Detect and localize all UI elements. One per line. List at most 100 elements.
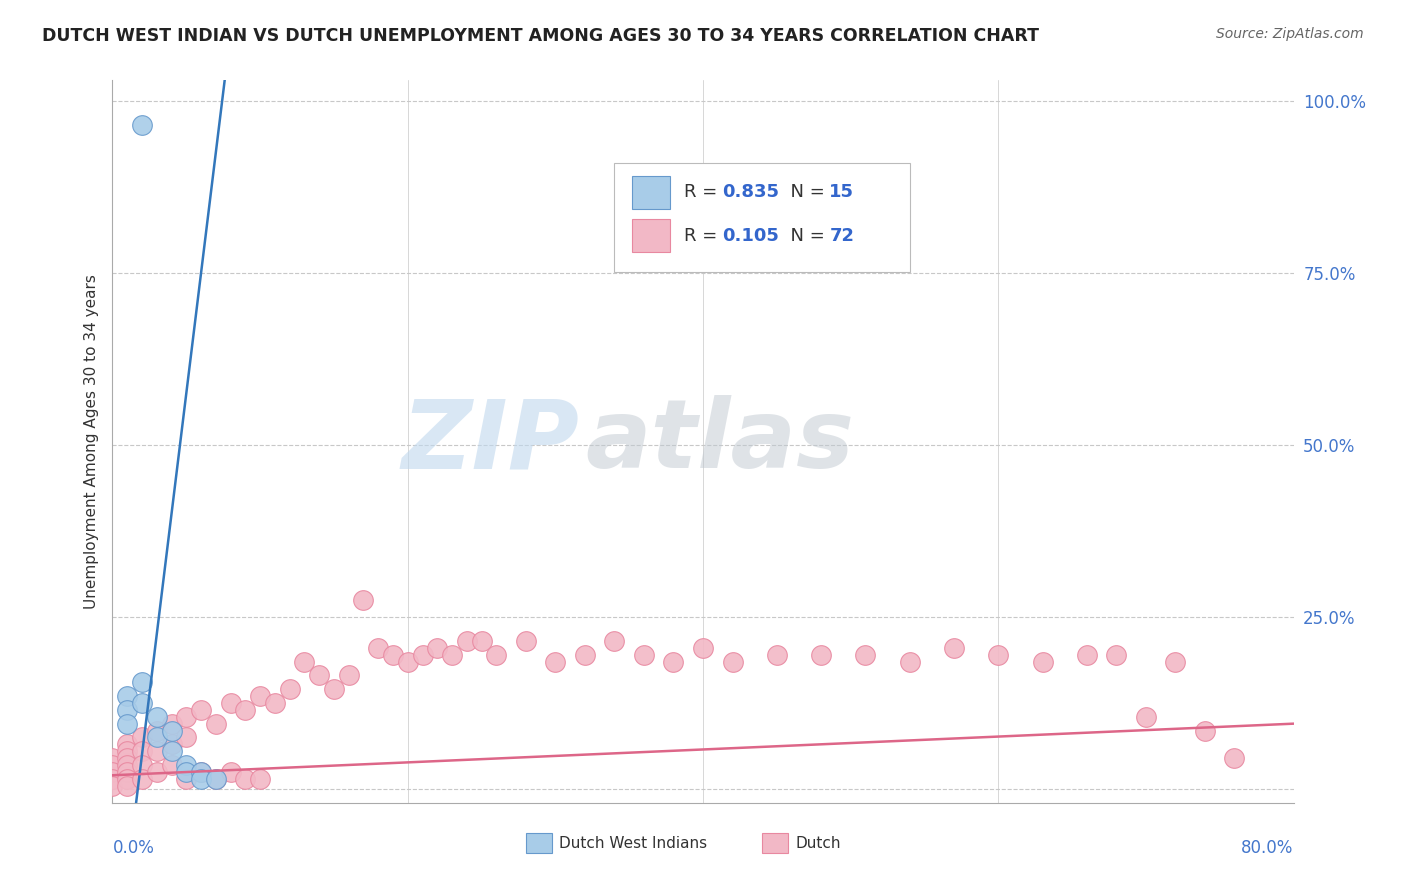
Point	[160, 716, 183, 731]
Bar	[633, 176, 669, 209]
Point	[1164, 655, 1187, 669]
Point	[174, 731, 197, 745]
Point	[1105, 648, 1128, 662]
Point	[396, 655, 419, 669]
Text: Dutch: Dutch	[796, 836, 841, 851]
Text: N =: N =	[779, 227, 830, 244]
Point	[117, 689, 138, 703]
Point	[456, 634, 478, 648]
Point	[174, 772, 197, 786]
Point	[249, 772, 271, 786]
Point	[190, 764, 212, 779]
Point	[190, 703, 212, 717]
Point	[146, 723, 169, 738]
Text: R =: R =	[685, 227, 723, 244]
Point	[190, 764, 212, 779]
Point	[515, 634, 537, 648]
Point	[544, 655, 567, 669]
Point	[131, 696, 153, 710]
Point	[1135, 710, 1157, 724]
Point	[117, 779, 138, 793]
Point	[160, 723, 183, 738]
Point	[308, 668, 330, 682]
Point	[131, 744, 153, 758]
Point	[323, 682, 346, 697]
Point	[219, 696, 242, 710]
Point	[692, 640, 714, 655]
Point	[1076, 648, 1098, 662]
Point	[174, 764, 197, 779]
Point	[117, 772, 138, 786]
Text: N =: N =	[779, 183, 830, 202]
Point	[160, 737, 183, 751]
Point	[367, 640, 389, 655]
Point	[117, 764, 138, 779]
Point	[278, 682, 301, 697]
Point	[101, 751, 124, 765]
Text: 0.0%: 0.0%	[112, 838, 155, 857]
Point	[1194, 723, 1216, 738]
Point	[117, 751, 138, 765]
Y-axis label: Unemployment Among Ages 30 to 34 years: Unemployment Among Ages 30 to 34 years	[83, 274, 98, 609]
Point	[219, 764, 242, 779]
Point	[411, 648, 433, 662]
Point	[633, 648, 655, 662]
Point	[190, 772, 212, 786]
Point	[233, 772, 256, 786]
Point	[131, 731, 153, 745]
Point	[174, 710, 197, 724]
Point	[855, 648, 877, 662]
Point	[117, 744, 138, 758]
Point	[249, 689, 271, 703]
Point	[264, 696, 287, 710]
Point	[101, 764, 124, 779]
Point	[146, 731, 169, 745]
Point	[987, 648, 1010, 662]
Point	[160, 758, 183, 772]
Point	[117, 716, 138, 731]
Point	[1032, 655, 1054, 669]
Point	[485, 648, 508, 662]
Point	[205, 716, 228, 731]
Point	[117, 703, 138, 717]
Point	[292, 655, 315, 669]
Point	[131, 772, 153, 786]
Point	[117, 737, 138, 751]
Point	[898, 655, 921, 669]
Point	[603, 634, 626, 648]
Text: Source: ZipAtlas.com: Source: ZipAtlas.com	[1216, 27, 1364, 41]
Text: R =: R =	[685, 183, 723, 202]
Point	[131, 758, 153, 772]
Point	[205, 772, 228, 786]
FancyBboxPatch shape	[614, 163, 910, 272]
Point	[942, 640, 965, 655]
Point	[441, 648, 464, 662]
Point	[766, 648, 789, 662]
Point	[101, 772, 124, 786]
Point	[426, 640, 449, 655]
Point	[382, 648, 405, 662]
Bar	[633, 219, 669, 252]
Point	[810, 648, 832, 662]
Point	[101, 758, 124, 772]
Point	[101, 779, 124, 793]
Point	[146, 744, 169, 758]
Text: 72: 72	[830, 227, 855, 244]
Point	[574, 648, 596, 662]
Point	[117, 758, 138, 772]
Point	[205, 772, 228, 786]
Point	[470, 634, 494, 648]
Text: DUTCH WEST INDIAN VS DUTCH UNEMPLOYMENT AMONG AGES 30 TO 34 YEARS CORRELATION CH: DUTCH WEST INDIAN VS DUTCH UNEMPLOYMENT …	[42, 27, 1039, 45]
Point	[131, 118, 153, 132]
Point	[160, 744, 183, 758]
Point	[1223, 751, 1246, 765]
Text: 0.105: 0.105	[721, 227, 779, 244]
Point	[662, 655, 685, 669]
Text: 80.0%: 80.0%	[1241, 838, 1294, 857]
Text: atlas: atlas	[585, 395, 853, 488]
Bar	[526, 833, 551, 854]
Point	[352, 592, 374, 607]
Point	[146, 710, 169, 724]
Text: 0.835: 0.835	[721, 183, 779, 202]
Point	[131, 675, 153, 690]
